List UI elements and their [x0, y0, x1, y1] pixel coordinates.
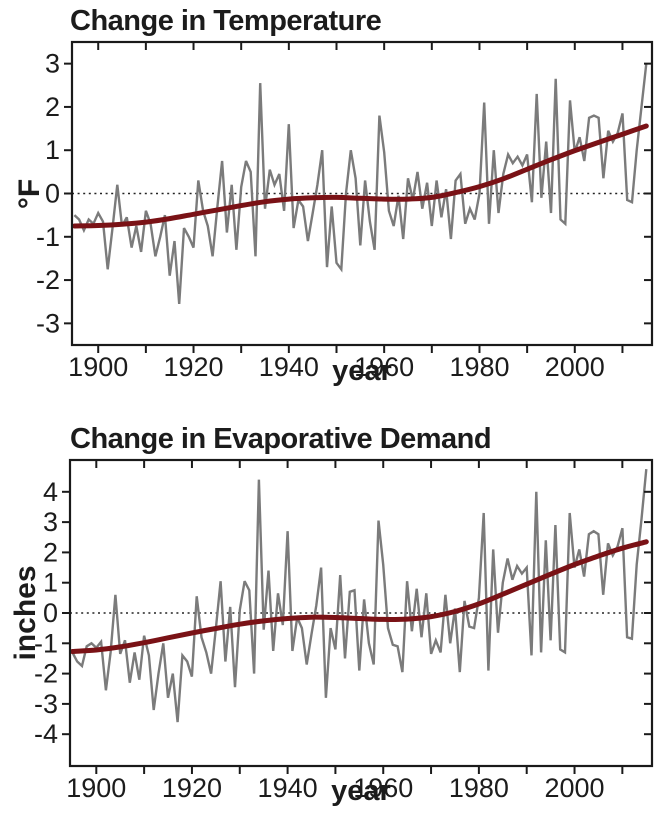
smoothed-trend-line — [69, 539, 649, 654]
x-tick-label: 1980 — [449, 773, 509, 803]
y-tick-label: 3 — [45, 49, 60, 79]
x-tick-label: 1920 — [162, 773, 222, 803]
temperature-chart-title: Change in Temperature — [70, 5, 382, 37]
temperature-plot: 3 2 1 0 -1 -2 -3 1900 1920 1940 1960 1980 2000 — [36, 40, 654, 382]
y-tick-label: 1 — [45, 135, 60, 165]
y-tick-label: -2 — [36, 265, 60, 295]
x-tick-label: 1940 — [258, 773, 318, 803]
y-tick-label: -1 — [36, 222, 60, 252]
y-tick-label: -4 — [34, 719, 58, 749]
y-tick-label: -2 — [34, 659, 58, 689]
x-tick-label: 1940 — [259, 352, 319, 382]
evaporative-demand-x-axis-label: year — [331, 775, 391, 807]
y-tick-label: -3 — [34, 689, 58, 719]
evaporative-demand-chart-title: Change in Evaporative Demand — [70, 423, 492, 455]
annual-series-line — [73, 63, 648, 304]
y-tick-label: 0 — [43, 598, 58, 628]
x-tick-label: 2000 — [545, 352, 605, 382]
x-tick-label: 1920 — [163, 352, 223, 382]
y-tick-label: 1 — [43, 568, 58, 598]
y-tick-label: 2 — [45, 92, 60, 122]
smoothed-trend-line — [71, 123, 649, 229]
temperature-x-axis-label: year — [332, 355, 392, 387]
y-tick-label: 2 — [43, 537, 58, 567]
y-tick-label: -3 — [36, 308, 60, 338]
y-tick-label: 0 — [45, 179, 60, 209]
annual-series-line — [71, 468, 648, 723]
x-tick-label: 1960 — [353, 773, 413, 803]
x-tick-label: 1980 — [449, 352, 509, 382]
x-tick-label: 1900 — [68, 352, 128, 382]
x-tick-label: 1900 — [66, 773, 126, 803]
y-tick-label: -1 — [34, 628, 58, 658]
y-tick-label: 4 — [43, 477, 58, 507]
y-tick-label: 3 — [43, 507, 58, 537]
x-tick-label: 1960 — [354, 352, 414, 382]
x-tick-label: 2000 — [544, 773, 604, 803]
